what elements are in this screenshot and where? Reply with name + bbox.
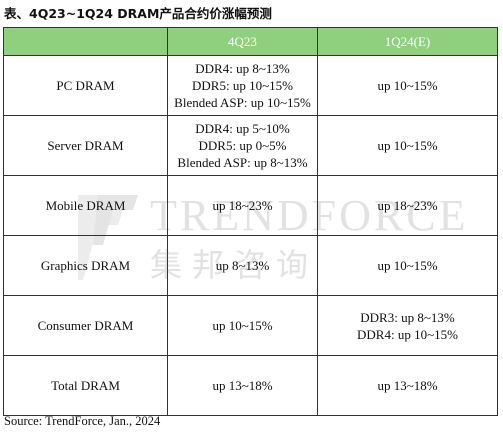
forecast-value: Blended ASP: up 8~13% bbox=[177, 155, 308, 170]
header-1q24e: 1Q24(E) bbox=[317, 27, 498, 56]
table-title: 表、4Q23~1Q24 DRAM产品合约价涨幅预测 bbox=[4, 6, 272, 21]
forecast-4q23-cell: up 8~13% bbox=[167, 235, 318, 296]
forecast-value: DDR4: up 5~10% bbox=[195, 121, 290, 136]
header-4q23: 4Q23 bbox=[167, 27, 318, 56]
forecast-value: DDR3: up 8~13% bbox=[360, 309, 455, 325]
table-row: Graphics DRAM up 8~13% up 10~15% bbox=[3, 235, 498, 296]
product-name-cell: Consumer DRAM bbox=[3, 295, 168, 356]
forecast-value: up 10~15% bbox=[212, 318, 273, 333]
product-name-cell: Server DRAM bbox=[3, 115, 168, 176]
product-name-cell: Mobile DRAM bbox=[3, 175, 168, 236]
forecast-1q24e-cell: DDR3: up 8~13% DDR4: up 10~15% bbox=[317, 295, 498, 356]
forecast-value: DDR5: up 0~5% bbox=[198, 138, 287, 153]
table-row: Server DRAM DDR4: up 5~10% DDR5: up 0~5% Bl… bbox=[3, 115, 498, 176]
forecast-value: up 8~13% bbox=[215, 258, 270, 273]
forecast-1q24e-cell: up 18~23% bbox=[317, 175, 498, 236]
forecast-1q24e-cell: up 10~15% bbox=[317, 55, 498, 116]
table-row: Total DRAM up 13~18% up 13~18% bbox=[3, 355, 498, 416]
forecast-1q24e-cell: up 10~15% bbox=[317, 115, 498, 176]
forecast-value: up 10~15% bbox=[377, 258, 438, 273]
forecast-value: DDR4: up 8~13% bbox=[195, 61, 290, 76]
forecast-value: DDR5: up 10~15% bbox=[192, 78, 293, 93]
forecast-value: up 10~15% bbox=[377, 138, 438, 153]
forecast-value: up 13~18% bbox=[212, 378, 273, 393]
forecast-value: up 18~23% bbox=[212, 198, 273, 213]
forecast-1q24e-cell: up 13~18% bbox=[317, 355, 498, 416]
forecast-4q23-cell: up 13~18% bbox=[167, 355, 318, 416]
source-note: Source: TrendForce, Jan., 2024 bbox=[4, 414, 161, 428]
forecast-value: DDR4: up 10~15% bbox=[357, 326, 458, 342]
table-row: Mobile DRAM up 18~23% up 18~23% bbox=[3, 175, 498, 236]
header-row: 4Q23 1Q24(E) bbox=[3, 27, 498, 56]
forecast-value: up 10~15% bbox=[377, 78, 438, 93]
forecast-4q23-cell: up 10~15% bbox=[167, 295, 318, 356]
forecast-value: Blended ASP: up 10~15% bbox=[174, 95, 311, 110]
forecast-1q24e-cell: up 10~15% bbox=[317, 235, 498, 296]
product-name-cell: PC DRAM bbox=[3, 55, 168, 116]
forecast-value: up 18~23% bbox=[377, 198, 438, 213]
forecast-4q23-cell: up 18~23% bbox=[167, 175, 318, 236]
table-row: PC DRAM DDR4: up 8~13% DDR5: up 10~15% Blen… bbox=[3, 55, 498, 116]
forecast-4q23-cell: DDR4: up 5~10% DDR5: up 0~5% Blended ASP: … bbox=[167, 115, 318, 176]
price-forecast-table: 4Q23 1Q24(E) PC DRAM DDR4: up 8~13% DDR5: … bbox=[3, 27, 498, 416]
table-row: Consumer DRAM up 10~15% DDR3: up 8~13% DDR4… bbox=[3, 295, 498, 356]
forecast-value: up 13~18% bbox=[377, 378, 438, 393]
product-name-cell: Total DRAM bbox=[3, 355, 168, 416]
forecast-4q23-cell: DDR4: up 8~13% DDR5: up 10~15% Blended ASP… bbox=[167, 55, 318, 116]
header-empty-cell bbox=[3, 27, 168, 56]
product-name-cell: Graphics DRAM bbox=[3, 235, 168, 296]
